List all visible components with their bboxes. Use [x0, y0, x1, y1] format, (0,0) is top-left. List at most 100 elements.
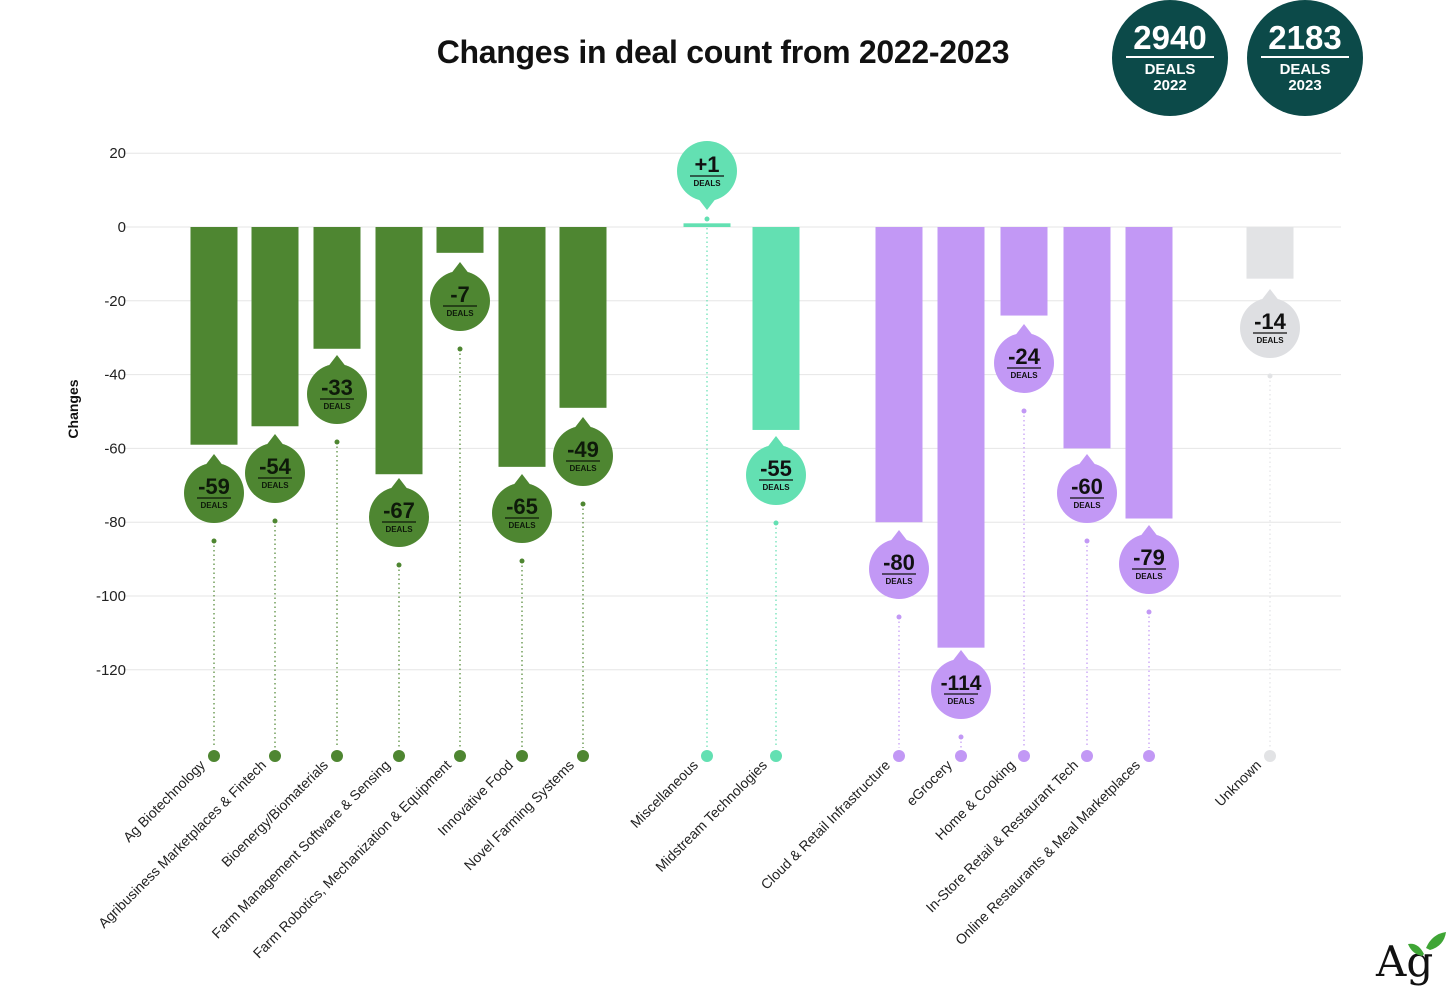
- axis-dot: [516, 750, 528, 762]
- value-bubble: [1119, 534, 1179, 594]
- value-bubble: [184, 463, 244, 523]
- value-bubble: [677, 141, 737, 201]
- axis-dot: [701, 750, 713, 762]
- bubble-value: +1: [694, 152, 719, 177]
- bubble-unit: DEALS: [1256, 336, 1284, 345]
- y-tick-label: -60: [104, 440, 126, 457]
- bubble-unit: DEALS: [693, 179, 721, 188]
- axis-dot: [1264, 750, 1276, 762]
- bar: [436, 227, 484, 253]
- leaf-icon: [1408, 943, 1424, 956]
- bar: [313, 227, 361, 349]
- deals-2022-year: 2022: [1153, 77, 1187, 94]
- category-label: eGrocery: [903, 757, 955, 809]
- category-label: Midstream Technologies: [652, 757, 770, 875]
- bubble-value: -65: [506, 494, 538, 519]
- axis-dot: [393, 750, 405, 762]
- bubble-unit: DEALS: [947, 697, 975, 706]
- axis-dot: [1143, 750, 1155, 762]
- leader-dot: [396, 562, 402, 568]
- bubble-value: -60: [1071, 474, 1103, 499]
- bubble-value: -114: [941, 672, 982, 695]
- axis-dot: [208, 750, 220, 762]
- bubble-value: -80: [883, 550, 915, 575]
- bubble-value: -67: [383, 498, 415, 523]
- axis-dot: [269, 750, 281, 762]
- category-label: Unknown: [1212, 757, 1265, 810]
- leader-lines: [208, 216, 1276, 762]
- bubble-unit: DEALS: [569, 464, 597, 473]
- value-bubble: [1057, 463, 1117, 523]
- bar: [375, 227, 423, 475]
- bar: [1246, 227, 1294, 279]
- bar: [937, 227, 985, 648]
- deals-2022-badge: 2940 DEALS 2022: [1112, 0, 1228, 116]
- bubble-unit: DEALS: [508, 521, 536, 530]
- value-bubble: [931, 659, 991, 719]
- axis-dot: [331, 750, 343, 762]
- bubble-value: -55: [760, 456, 792, 481]
- leader-dot: [896, 614, 902, 620]
- bubble-value: -7: [450, 282, 470, 307]
- bubble-unit: DEALS: [1135, 572, 1163, 581]
- axis-dot: [955, 750, 967, 762]
- value-bubbles: -59 DEALS -54 DEALS -33 DEALS -67 DEALS -7 DEALS -…: [184, 141, 1300, 719]
- leader-dot: [958, 734, 964, 740]
- leader-dot: [773, 520, 779, 526]
- bar: [1125, 227, 1173, 519]
- bar: [1063, 227, 1111, 449]
- bar: [559, 227, 607, 408]
- category-label: Cloud & Retail Infrastructure: [757, 757, 893, 893]
- deals-2023-badge: 2183 DEALS 2023: [1247, 0, 1363, 116]
- axis-dot: [770, 750, 782, 762]
- category-label: Novel Farming Systems: [461, 757, 577, 873]
- value-bubble: [994, 333, 1054, 393]
- bubble-unit: DEALS: [323, 402, 351, 411]
- bar: [190, 227, 238, 445]
- leader-dot: [519, 558, 525, 564]
- bar: [1000, 227, 1048, 316]
- leader-dot: [1267, 373, 1273, 379]
- bar: [683, 223, 731, 227]
- bar: [498, 227, 546, 467]
- bars: [190, 223, 1294, 648]
- axis-dot: [454, 750, 466, 762]
- value-bubble: [553, 426, 613, 486]
- y-tick-label: 0: [118, 219, 126, 236]
- logo-text: Ag: [1375, 937, 1433, 986]
- axis-dot: [1081, 750, 1093, 762]
- bar: [251, 227, 299, 427]
- leader-dot: [211, 538, 217, 544]
- y-tick-label: -40: [104, 367, 126, 384]
- y-axis-label: Changes: [65, 379, 81, 438]
- leader-dot: [457, 346, 463, 352]
- badge-divider: [1261, 56, 1349, 58]
- bar: [875, 227, 923, 523]
- value-bubble: [307, 364, 367, 424]
- bubble-value: -49: [567, 437, 599, 462]
- bubble-unit: DEALS: [1010, 371, 1038, 380]
- axis-dot: [1018, 750, 1030, 762]
- bubble-unit: DEALS: [200, 501, 228, 510]
- leader-dot: [1021, 408, 1027, 414]
- value-bubble: [746, 445, 806, 505]
- value-bubble: [245, 443, 305, 503]
- bubble-value: -14: [1254, 309, 1287, 334]
- deals-2023-count: 2183: [1268, 19, 1342, 56]
- deals-2023-year: 2023: [1288, 77, 1322, 94]
- bar: [752, 227, 800, 430]
- y-axis-ticks: 20 0 -20 -40 -60 -80 -100 -120: [96, 145, 126, 679]
- y-tick-label: 20: [109, 145, 126, 162]
- leader-dot: [334, 439, 340, 445]
- bubble-value: -33: [321, 375, 353, 400]
- deals-2022-label: DEALS: [1144, 61, 1196, 78]
- y-tick-label: -100: [96, 588, 126, 605]
- axis-dot: [893, 750, 905, 762]
- badge-divider: [1126, 56, 1214, 58]
- bubble-value: -54: [259, 454, 292, 479]
- axis-dot: [577, 750, 589, 762]
- category-label: Miscellaneous: [627, 757, 701, 831]
- bubble-unit: DEALS: [446, 309, 474, 318]
